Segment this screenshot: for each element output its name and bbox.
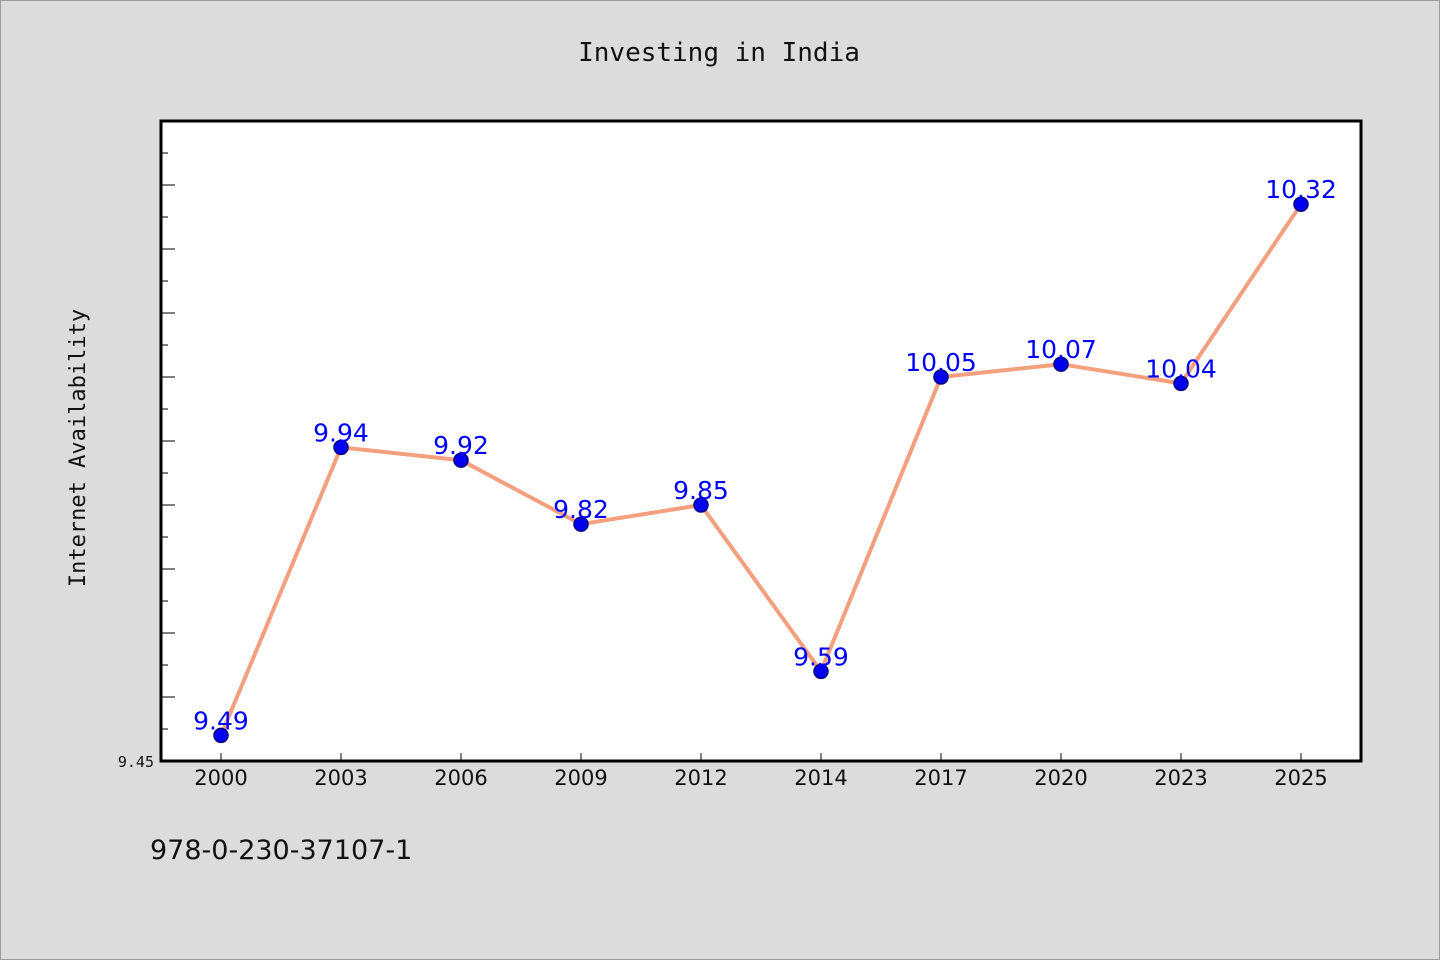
data-labels: 9.49 9.94 9.92 9.82 9.85 9.59 10.05 10.07 10.04 1… bbox=[193, 175, 1337, 735]
data-label: 10.07 bbox=[1025, 335, 1097, 364]
data-point bbox=[693, 497, 709, 513]
data-point bbox=[813, 663, 829, 680]
series-line bbox=[219, 202, 1303, 738]
y-tick-label: 9.45 bbox=[118, 753, 154, 771]
data-point bbox=[1053, 356, 1069, 372]
data-label: 9.49 bbox=[193, 706, 249, 735]
series-group bbox=[219, 202, 1303, 738]
plot-background bbox=[161, 121, 1361, 761]
x-tick-label: 2020 bbox=[1034, 766, 1087, 790]
x-tick-label: 2017 bbox=[914, 766, 967, 790]
data-point bbox=[453, 452, 469, 468]
data-point bbox=[933, 369, 949, 385]
data-label: 9.92 bbox=[433, 431, 489, 460]
markers bbox=[213, 196, 1309, 744]
data-label: 10.32 bbox=[1265, 175, 1337, 204]
x-tick-label: 2014 bbox=[794, 766, 847, 790]
data-label: 9.85 bbox=[673, 476, 729, 505]
x-tick-label: 2006 bbox=[434, 766, 487, 790]
x-tick-label: 2009 bbox=[554, 766, 607, 790]
data-point bbox=[1173, 375, 1189, 392]
x-tick-label: 2012 bbox=[674, 766, 727, 790]
chart-title: Investing in India bbox=[578, 38, 860, 68]
x-tick-label: 2003 bbox=[314, 766, 367, 790]
plot-frame bbox=[159, 119, 1363, 763]
y-axis-label: Internet Availability bbox=[66, 309, 91, 587]
x-axis-ticks: 2000 2003 2006 2009 2012 2014 2017 2020 2023 2025 bbox=[194, 753, 1328, 790]
data-label: 9.94 bbox=[313, 418, 369, 447]
data-label: 9.59 bbox=[793, 642, 849, 671]
x-tick-label: 2000 bbox=[194, 766, 247, 790]
data-point bbox=[213, 727, 229, 744]
x-tick-label: 2023 bbox=[1154, 766, 1207, 790]
data-label: 10.04 bbox=[1145, 354, 1217, 383]
data-label: 10.05 bbox=[905, 348, 977, 377]
data-label: 9.82 bbox=[553, 495, 609, 524]
data-point bbox=[1293, 196, 1309, 212]
x-tick-label: 2025 bbox=[1274, 766, 1327, 790]
data-point bbox=[573, 516, 589, 532]
isbn-text: 978-0-230-37107-1 bbox=[150, 835, 413, 866]
data-point bbox=[333, 439, 349, 456]
